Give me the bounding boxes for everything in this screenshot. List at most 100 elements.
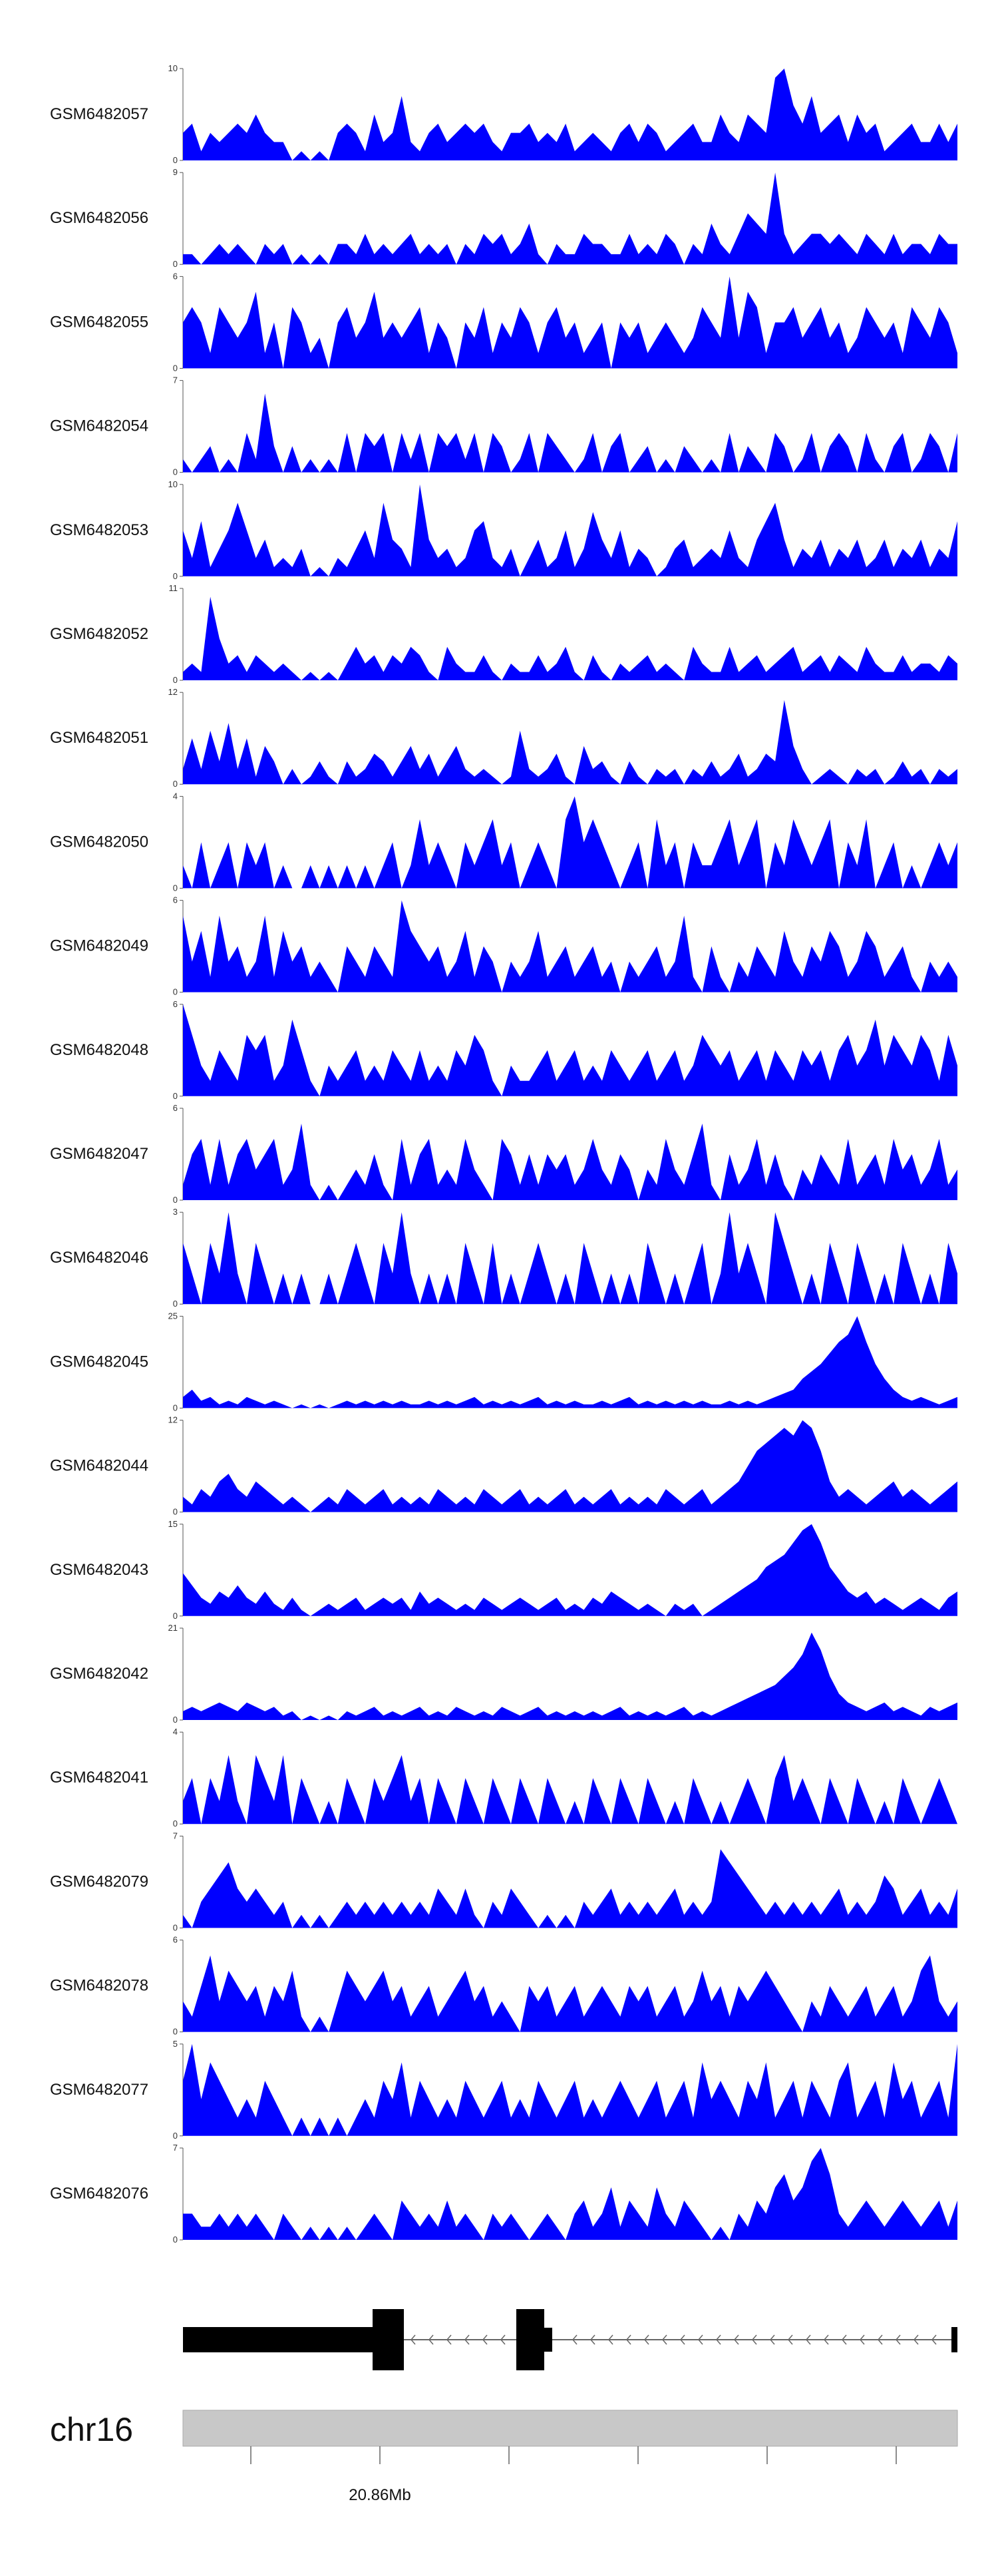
track-GSM6482076: GSM6482076 7 0	[50, 2143, 957, 2245]
strand-chevron	[680, 2334, 685, 2345]
track-label: GSM6482045	[50, 1353, 148, 1371]
track-GSM6482055: GSM6482055 6 0	[50, 271, 957, 373]
strand-chevron	[842, 2334, 847, 2345]
strand-chevron	[446, 2334, 452, 2345]
y-max-label: 4	[173, 791, 178, 801]
strand-chevron	[896, 2334, 901, 2345]
strand-chevron	[788, 2334, 793, 2345]
track-label: GSM6482056	[50, 209, 148, 227]
coverage-area	[183, 700, 957, 785]
track-GSM6482044: GSM6482044 12 0	[50, 1415, 957, 1517]
track-GSM6482041: GSM6482041 4 0	[50, 1727, 957, 1828]
track-label: GSM6482051	[50, 729, 148, 747]
track-GSM6482042: GSM6482042 21 0	[50, 1623, 957, 1725]
chromosome-label: chr16	[50, 2411, 133, 2448]
track-GSM6482045: GSM6482045 25 0	[50, 1311, 957, 1412]
strand-chevron	[860, 2334, 865, 2345]
strand-chevron	[428, 2334, 434, 2345]
track-label: GSM6482041	[50, 1769, 148, 1787]
strand-chevron	[734, 2334, 739, 2345]
coverage-area	[183, 484, 957, 576]
y-max-label: 12	[168, 687, 178, 697]
strand-chevron	[482, 2334, 488, 2345]
track-label: GSM6482054	[50, 417, 148, 435]
strand-chevron	[806, 2334, 811, 2345]
y-min-label: 0	[173, 987, 178, 997]
y-min-label: 0	[173, 2235, 178, 2245]
coverage-area	[183, 1212, 957, 1305]
y-max-label: 21	[168, 1623, 178, 1633]
coverage-area	[183, 276, 957, 369]
track-label: GSM6482050	[50, 833, 148, 851]
strand-chevron	[914, 2334, 919, 2345]
track-label: GSM6482049	[50, 937, 148, 955]
exon-4	[544, 2328, 552, 2352]
coverage-area	[183, 1004, 957, 1096]
strand-chevron	[878, 2334, 883, 2345]
strand-chevron	[626, 2334, 631, 2345]
strand-chevron	[644, 2334, 649, 2345]
y-max-label: 10	[168, 479, 178, 489]
strand-chevron	[411, 2334, 416, 2345]
track-GSM6482048: GSM6482048 6 0	[50, 999, 957, 1101]
exon-3	[516, 2309, 544, 2370]
y-min-label: 0	[173, 1195, 178, 1205]
y-max-label: 4	[173, 1727, 178, 1737]
track-GSM6482057: GSM6482057 10 0	[50, 63, 957, 165]
exon-5	[951, 2327, 957, 2352]
y-max-label: 11	[169, 583, 178, 593]
y-min-label: 0	[173, 1402, 178, 1412]
track-label: GSM6482042	[50, 1665, 148, 1683]
y-min-label: 0	[173, 779, 178, 789]
coverage-area	[183, 596, 957, 680]
y-min-label: 0	[173, 363, 178, 373]
track-GSM6482047: GSM6482047 6 0	[50, 1103, 957, 1205]
track-label: GSM6482047	[50, 1145, 148, 1163]
track-GSM6482077: GSM6482077 5 0	[50, 2039, 957, 2141]
y-min-label: 0	[173, 1507, 178, 1517]
y-min-label: 0	[173, 2131, 178, 2141]
track-label: GSM6482044	[50, 1457, 148, 1475]
y-max-label: 7	[173, 2143, 178, 2153]
track-GSM6482049: GSM6482049 6 0	[50, 895, 957, 997]
strand-chevron	[931, 2334, 937, 2345]
y-max-label: 7	[173, 375, 178, 385]
strand-chevron	[590, 2334, 595, 2345]
gene-track	[183, 2309, 957, 2370]
track-label: GSM6482076	[50, 2185, 148, 2203]
track-GSM6482056: GSM6482056 9 0	[50, 167, 957, 269]
y-min-label: 0	[173, 155, 178, 165]
strand-chevron	[464, 2334, 470, 2345]
track-GSM6482051: GSM6482051 12 0	[50, 687, 957, 789]
track-label: GSM6482046	[50, 1249, 148, 1267]
y-max-label: 7	[173, 1830, 178, 1840]
strand-chevron	[824, 2334, 829, 2345]
strand-chevron	[500, 2334, 506, 2345]
y-min-label: 0	[173, 467, 178, 477]
chromosome-band	[182, 2410, 958, 2447]
coverage-area	[183, 900, 957, 992]
y-min-label: 0	[173, 571, 178, 581]
coverage-area	[183, 69, 957, 160]
coverage-area	[183, 1420, 957, 1512]
track-GSM6482078: GSM6482078 6 0	[50, 1935, 957, 2037]
strand-chevron	[716, 2334, 721, 2345]
coverage-area	[183, 796, 957, 889]
y-min-label: 0	[173, 883, 178, 893]
track-label: GSM6482057	[50, 105, 148, 123]
exon-1	[183, 2327, 373, 2352]
coverage-area	[183, 2043, 957, 2136]
y-max-label: 5	[173, 2039, 178, 2049]
y-max-label: 25	[168, 1311, 178, 1321]
strand-chevron	[752, 2334, 757, 2345]
track-GSM6482043: GSM6482043 15 0	[50, 1519, 957, 1621]
y-max-label: 6	[173, 271, 178, 281]
y-min-label: 0	[173, 1922, 178, 1932]
coverage-area	[183, 1124, 957, 1200]
y-max-label: 6	[173, 999, 178, 1009]
coverage-area	[183, 1955, 957, 2032]
y-min-label: 0	[173, 1299, 178, 1309]
y-max-label: 9	[173, 167, 178, 177]
track-label: GSM6482052	[50, 625, 148, 643]
